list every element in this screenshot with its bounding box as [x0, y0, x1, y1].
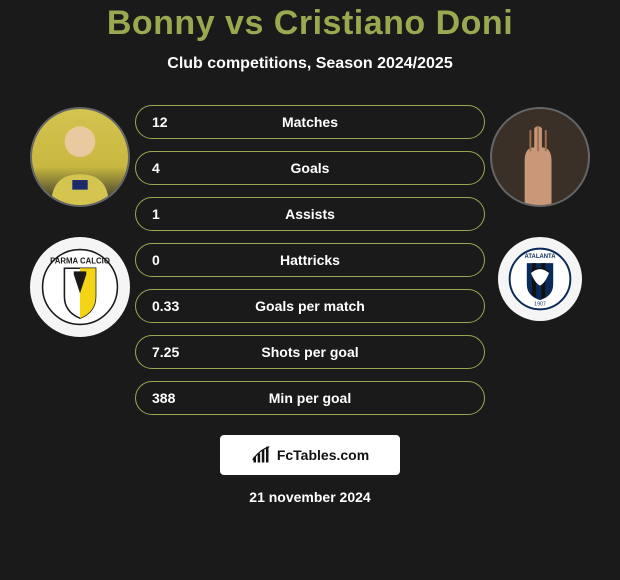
stat-row-goals-per-match: 0.33 Goals per match [135, 289, 485, 323]
stat-row-min-per-goal: 388 Min per goal [135, 381, 485, 415]
svg-text:1907: 1907 [534, 301, 546, 307]
comparison-page: Bonny vs Cristiano Doni Club competition… [0, 0, 620, 580]
footer-date: 21 november 2024 [249, 489, 370, 505]
svg-text:ATALANTA: ATALANTA [525, 254, 557, 260]
stat-left-value: 7.25 [152, 344, 200, 360]
stats-column: 12 Matches 4 Goals 1 Assists 0 Hattricks… [135, 97, 485, 415]
hand-photo-icon [492, 109, 588, 205]
site-logo: FcTables.com [220, 435, 400, 475]
stat-row-matches: 12 Matches [135, 105, 485, 139]
stat-left-value: 1 [152, 206, 200, 222]
stat-left-value: 0.33 [152, 298, 200, 314]
page-subtitle: Club competitions, Season 2024/2025 [167, 55, 452, 73]
stat-label: Hattricks [280, 252, 340, 268]
stat-label: Goals per match [255, 298, 365, 314]
stat-label: Matches [282, 114, 338, 130]
stat-row-goals: 4 Goals [135, 151, 485, 185]
stat-label: Min per goal [269, 390, 351, 406]
stat-row-assists: 1 Assists [135, 197, 485, 231]
right-player-column: ATALANTA 1907 [485, 97, 595, 321]
left-player-column: PARMA CALCIO [25, 97, 135, 337]
svg-text:PARMA CALCIO: PARMA CALCIO [50, 257, 110, 266]
stat-left-value: 0 [152, 252, 200, 268]
site-name: FcTables.com [277, 447, 369, 463]
parma-crest-icon: PARMA CALCIO [41, 248, 119, 326]
stat-label: Assists [285, 206, 335, 222]
atalanta-crest-icon: ATALANTA 1907 [507, 246, 573, 312]
left-club-badge: PARMA CALCIO [30, 237, 130, 337]
page-title: Bonny vs Cristiano Doni [107, 4, 513, 43]
stat-label: Shots per goal [261, 344, 358, 360]
stat-label: Goals [291, 160, 330, 176]
person-silhouette-icon [32, 109, 128, 205]
stat-left-value: 4 [152, 160, 200, 176]
right-club-badge: ATALANTA 1907 [498, 237, 582, 321]
stat-left-value: 388 [152, 390, 200, 406]
stat-row-hattricks: 0 Hattricks [135, 243, 485, 277]
bar-chart-icon [251, 445, 271, 465]
right-player-avatar [490, 107, 590, 207]
stat-left-value: 12 [152, 114, 200, 130]
stat-row-shots-per-goal: 7.25 Shots per goal [135, 335, 485, 369]
comparison-area: PARMA CALCIO 12 Matches 4 Goals 1 Assist… [0, 97, 620, 415]
left-player-avatar [30, 107, 130, 207]
